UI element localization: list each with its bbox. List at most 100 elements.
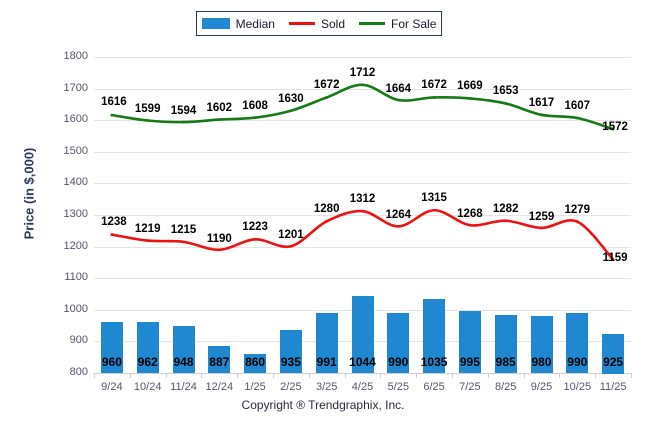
line-marker [325,219,329,223]
y-tick-label: 1800 [63,50,88,62]
y-tick-label: 900 [69,334,88,347]
x-tick-label: 3/25 [315,381,338,393]
x-tick-mark [524,373,525,378]
x-tick-label: 10/24 [133,381,162,393]
line-value-label: 1602 [206,101,233,114]
x-tick-mark [595,373,596,378]
chart-legend: Median Sold For Sale [196,11,442,36]
line-value-label: 1572 [602,121,628,134]
x-tick-label: 11/25 [599,381,627,393]
x-tick-mark [94,373,95,378]
line-marker [432,208,436,212]
line-marker [253,237,257,241]
line-value-label: 1617 [528,96,555,109]
line-value-label: 1664 [385,82,412,95]
x-tick-label: 9/25 [530,381,553,393]
legend-item-label: Sold [320,16,346,31]
legend-item-label: Median [235,16,275,31]
bar-median[interactable] [352,296,374,373]
x-tick-label: 7/25 [459,381,481,393]
bar-value-label: 960 [101,355,122,369]
line-marker [468,223,472,227]
line-marker [432,96,436,99]
bar-median[interactable] [495,315,517,373]
line-marker [504,102,508,105]
line-marker [540,113,543,117]
gridline [94,120,631,121]
bar-value-label: 887 [209,355,230,369]
bar-median[interactable] [531,316,553,373]
x-tick-label: 9/24 [101,381,123,393]
legend-item-sold[interactable]: Sold [288,16,346,31]
line-value-label: 1315 [421,192,447,205]
bar-value-label: 991 [316,355,337,369]
bar-median[interactable] [423,299,445,373]
x-tick-label: 8/25 [494,381,517,393]
x-tick-mark [380,373,381,378]
bar-value-label: 980 [531,355,552,369]
x-tick-label: 10/25 [563,381,592,393]
line-value-label: 1672 [421,79,447,92]
line-value-label: 1268 [457,208,483,221]
bar-value-label: 990 [567,355,588,369]
line-marker [575,220,579,224]
line-value-label: 1712 [349,66,376,79]
line-marker [504,219,508,223]
line-marker [396,224,400,228]
line-value-label: 1653 [492,85,519,98]
line-value-label: 1219 [134,222,161,235]
bar-value-label: 985 [495,355,516,369]
line-value-label: 1264 [385,209,412,222]
x-tick-mark [488,373,489,378]
line-value-label: 1616 [101,96,127,109]
legend-item-for-sale[interactable]: For Sale [359,17,436,31]
x-axis-line [94,373,631,374]
bar-median[interactable] [566,313,588,373]
gridline [94,183,631,184]
line-marker [253,116,257,120]
x-tick-label: 4/25 [351,381,374,393]
bar-median[interactable] [137,322,159,373]
x-tick-label: 2/25 [280,381,302,393]
x-tick-label: 5/25 [387,381,410,393]
bar-value-label: 990 [388,355,409,369]
line-value-label: 1594 [170,105,197,118]
bar-value-label: 1035 [420,355,448,369]
bar-value-label: 962 [137,355,158,369]
bar-median[interactable] [387,313,409,373]
x-tick-mark [201,373,202,378]
bar-median[interactable] [101,322,123,373]
y-tick-label: 1000 [63,302,88,315]
line-value-label: 1279 [564,203,591,216]
bar-median[interactable] [316,313,338,373]
bar-median[interactable] [602,334,624,374]
x-tick-mark [130,373,131,378]
copyright-notice: Copyright ® Trendgraphix, Inc. [241,398,405,412]
y-tick-label: 1200 [63,239,88,252]
x-tick-label: 6/25 [423,381,445,393]
x-tick-mark [273,373,274,378]
line-marker [182,240,185,244]
line-value-label: 1280 [313,203,340,216]
bar-value-label: 948 [173,355,194,369]
line-marker [110,113,114,117]
bar-median[interactable] [173,326,195,373]
legend-item-label: For Sale [391,16,437,31]
y-axis-title: Price (in $,000) [21,147,37,240]
bar-median[interactable] [459,311,481,373]
bar-value-label: 995 [459,355,480,369]
x-tick-label: 1/25 [244,381,266,393]
x-tick-label: 12/24 [205,381,234,393]
bar-value-label: 1044 [349,355,376,369]
y-tick-label: 1400 [63,176,88,189]
x-tick-mark [416,373,417,378]
bar-median[interactable] [208,346,230,373]
line-value-label: 1282 [492,202,519,215]
legend-item-median[interactable]: Median [201,16,275,31]
y-tick-label: 1300 [63,208,88,220]
bar-median[interactable] [280,330,302,373]
x-tick-mark [452,373,453,378]
bar-median[interactable] [244,354,266,373]
y-tick-label: 800 [69,366,88,378]
